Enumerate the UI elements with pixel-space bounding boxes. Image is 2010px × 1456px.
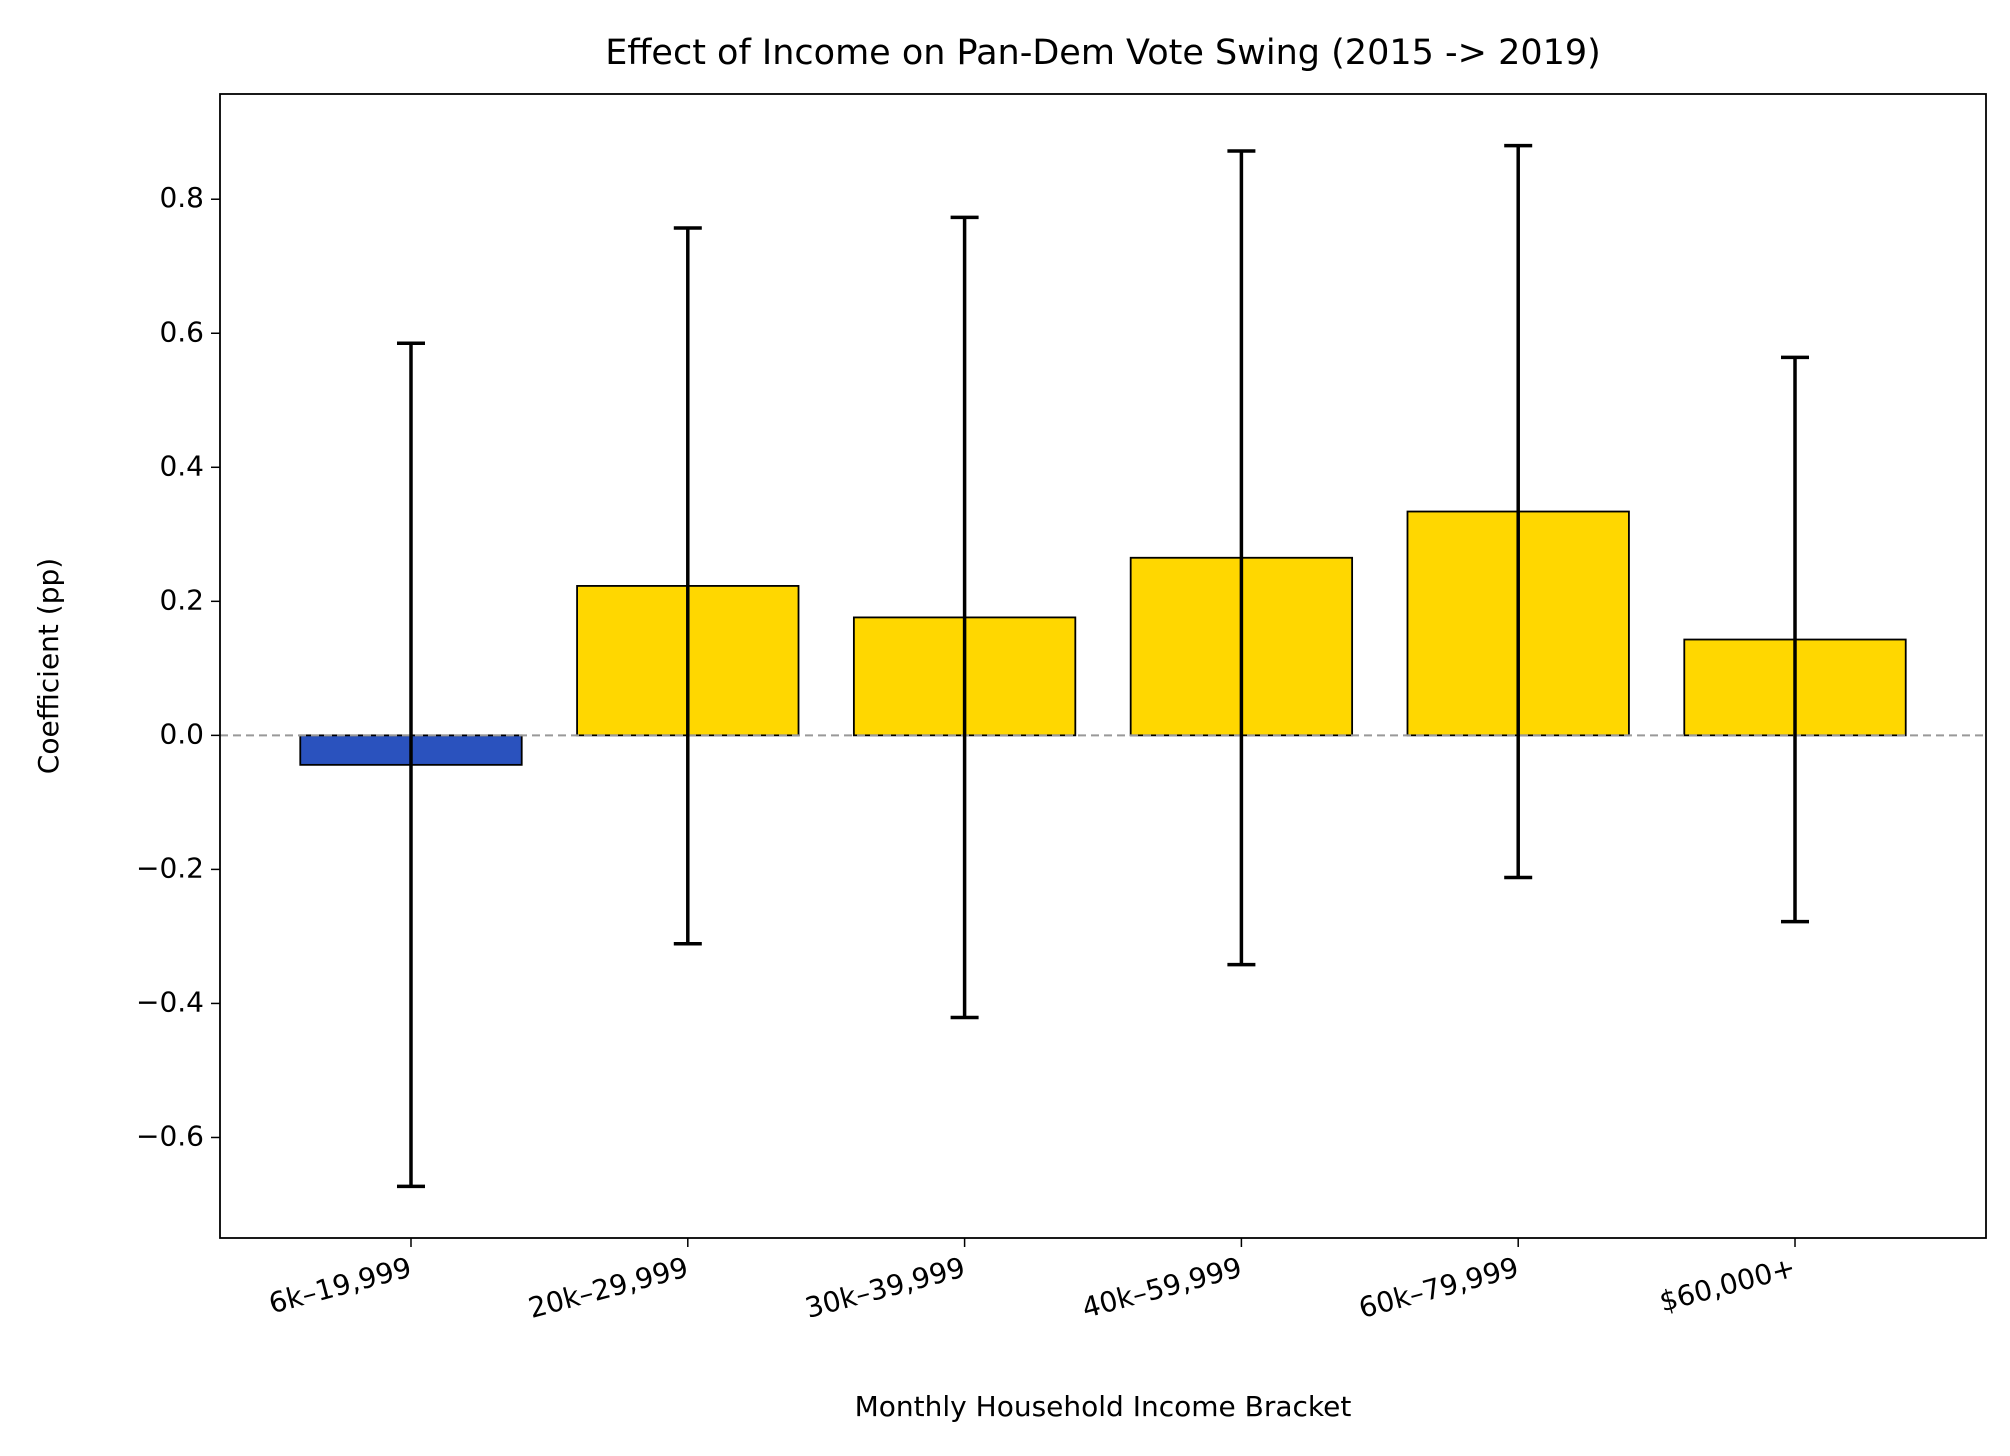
x-tick-label: 20k–29,999 (525, 1251, 692, 1325)
error-bar (1781, 355, 1810, 924)
y-tick-label: −0.2 (136, 851, 204, 884)
x-tick-label: 40k–59,999 (1078, 1251, 1245, 1325)
y-tick-label: 0.6 (159, 315, 204, 348)
y-tick-label: 0.0 (159, 717, 204, 750)
x-tick-label: 30k–39,999 (802, 1251, 969, 1325)
x-tick-label: $60,000+ (1656, 1251, 1799, 1319)
y-tick-label: −0.4 (136, 985, 204, 1018)
y-tick-label: 0.2 (159, 583, 204, 616)
y-tick-label: 0.4 (159, 449, 204, 482)
error-bar (950, 215, 979, 1020)
y-tick-label: 0.8 (159, 181, 204, 214)
error-bar (673, 226, 702, 946)
error-bar (396, 341, 425, 1189)
y-axis-label: Coefficient (pp) (32, 558, 65, 774)
x-tick-label: 6k–19,999 (265, 1251, 415, 1321)
error-bar (1227, 149, 1256, 967)
plot-frame (219, 93, 1987, 1239)
chart-title: Effect of Income on Pan-Dem Vote Swing (… (605, 33, 1601, 73)
error-bar (1504, 143, 1533, 880)
x-axis-label: Monthly Household Income Bracket (855, 1390, 1352, 1423)
y-tick-label: −0.6 (136, 1119, 204, 1152)
x-tick-label: 60k–79,999 (1355, 1251, 1522, 1325)
